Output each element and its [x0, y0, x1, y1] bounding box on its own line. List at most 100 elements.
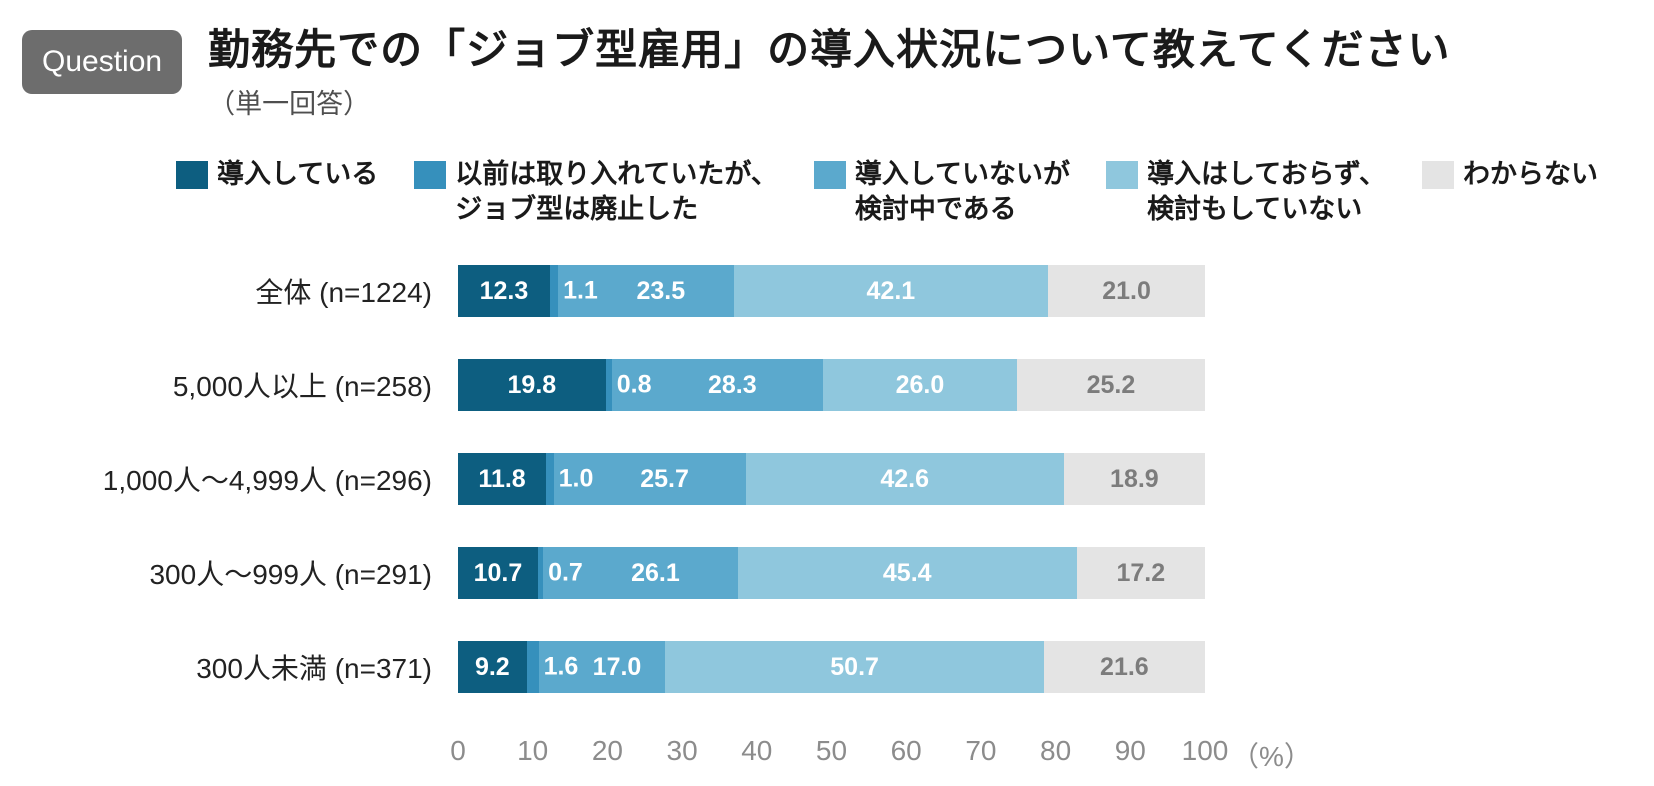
row-label: 1,000人〜4,999人 (n=296)	[102, 465, 432, 497]
x-axis: 0 10 20 30 40 50 60 70 80 90 100 （%）	[450, 735, 1312, 777]
legend-label: 導入はしておらず、 検討もしていない	[1147, 159, 1387, 225]
bar-segment: 23.5	[558, 265, 734, 318]
bar-segment: 26.0	[822, 359, 1017, 412]
stacked-bar: 10.7 0.7 26.1 45.4 17.2	[458, 547, 1205, 600]
bar-segment: 18.9	[1063, 453, 1205, 506]
bar-row: 5,000人以上 (n=258) 19.8 0.8 28.3 26.0 25.2	[0, 359, 1654, 412]
bar-segment: 1.0	[546, 453, 593, 506]
legend-item-4: わからない	[1422, 157, 1598, 192]
x-tick: 60	[890, 735, 922, 767]
bar-segment: 1.1	[549, 265, 598, 318]
segment-value: 10.7	[473, 558, 523, 587]
segment-value: 25.7	[640, 464, 689, 493]
segment-value: 42.6	[880, 464, 930, 493]
segment-value: 11.8	[478, 464, 526, 493]
bar-segment: 17.2	[1076, 547, 1205, 600]
bar-segment: 0.8	[605, 359, 651, 412]
segment-value: 1.1	[563, 276, 598, 305]
legend-label: 導入している	[217, 159, 379, 190]
segment-value: 23.5	[636, 276, 686, 305]
bar-segment: 21.6	[1043, 641, 1205, 694]
segment-value: 9.2	[474, 652, 510, 681]
bar-segment: 0.7	[537, 547, 583, 600]
bar-segment: 10.7	[458, 547, 538, 600]
page-title: 勤務先での「ジョブ型雇用」の導入状況について教えてください	[208, 26, 1451, 73]
title-block: 勤務先での「ジョブ型雇用」の導入状況について教えてください （単一回答）	[208, 26, 1450, 121]
bar-segment: 42.6	[745, 453, 1064, 506]
bar-segment: 26.1	[543, 547, 738, 600]
legend-label: わからない	[1463, 159, 1599, 190]
segment-value: 50.7	[830, 652, 879, 681]
x-tick: 40	[741, 735, 773, 767]
row-label: 5,000人以上 (n=258)	[172, 371, 432, 403]
bar-row: 全体 (n=1224) 12.3 1.1 23.5 42.1 21.0	[0, 265, 1654, 318]
x-tick: 0	[450, 735, 466, 767]
bar-segment: 1.6	[526, 641, 578, 694]
bar-segment: 25.7	[553, 453, 746, 506]
bar-segment: 12.3	[458, 265, 550, 318]
stacked-bar: 11.8 1.0 25.7 42.6 18.9	[458, 453, 1205, 506]
legend-swatch-icon	[1106, 161, 1139, 190]
segment-value: 1.6	[543, 652, 579, 681]
row-label: 全体 (n=1224)	[255, 277, 432, 309]
bar-row: 300人未満 (n=371) 9.2 1.6 17.0 50.7 21.6	[0, 641, 1654, 694]
page-subtitle: （単一回答）	[208, 89, 371, 120]
bar-row: 300人〜999人 (n=291) 10.7 0.7 26.1 45.4 17.2	[0, 547, 1654, 600]
segment-value: 26.1	[631, 558, 680, 587]
legend-swatch-icon	[813, 161, 846, 190]
bar-segment: 50.7	[665, 641, 1044, 694]
x-tick: 50	[815, 735, 848, 767]
segment-value: 0.8	[616, 370, 652, 399]
segment-value: 19.8	[507, 370, 557, 399]
x-tick: 30	[666, 735, 698, 767]
legend-swatch-icon	[414, 161, 447, 190]
row-label: 300人〜999人 (n=291)	[149, 559, 432, 591]
bar-segment: 21.0	[1048, 265, 1205, 318]
segment-value: 25.2	[1086, 370, 1136, 399]
legend-item-0: 導入している	[176, 157, 378, 192]
row-label: 300人未満 (n=371)	[196, 653, 432, 685]
segment-value: 28.3	[707, 370, 757, 399]
x-axis-unit: （%）	[1231, 741, 1312, 773]
bar-segment: 17.0	[538, 641, 666, 694]
stacked-bar-chart: 全体 (n=1224) 12.3 1.1 23.5 42.1 21.0 5,000人以上 (…	[0, 265, 1654, 694]
legend-swatch-icon	[1422, 161, 1455, 190]
legend-swatch-icon	[176, 161, 208, 190]
x-tick: 90	[1114, 735, 1146, 767]
legend-label: 以前は取り入れていたが、 ジョブ型は廃止した	[455, 159, 778, 225]
legend: 導入している 以前は取り入れていたが、 ジョブ型は廃止した 導入していないが 検討中…	[176, 157, 1654, 227]
segment-value: 18.9	[1110, 464, 1159, 493]
legend-item-2: 導入していないが 検討中である	[813, 157, 1071, 227]
x-tick: 20	[591, 735, 623, 767]
segment-value: 21.0	[1102, 276, 1151, 305]
x-tick: 70	[965, 735, 997, 767]
segment-value: 21.6	[1100, 652, 1149, 681]
legend-item-3: 導入はしておらず、 検討もしていない	[1106, 157, 1386, 227]
segment-value: 26.0	[895, 370, 945, 399]
legend-label: 導入していないが 検討中である	[854, 159, 1071, 225]
segment-value: 17.0	[592, 652, 642, 681]
stacked-bar: 12.3 1.1 23.5 42.1 21.0	[458, 265, 1205, 318]
bar-segment: 42.1	[733, 265, 1049, 318]
stacked-bar: 19.8 0.8 28.3 26.0 25.2	[458, 359, 1205, 412]
bar-segment: 19.8	[458, 359, 606, 412]
bar-segment: 9.2	[458, 641, 527, 694]
x-tick: 10	[517, 735, 549, 767]
bar-row: 1,000人〜4,999人 (n=296) 11.8 1.0 25.7 42.6 18.9	[0, 453, 1654, 506]
segment-value: 17.2	[1116, 558, 1166, 587]
segment-value: 0.7	[548, 558, 583, 587]
segment-value: 42.1	[866, 276, 916, 305]
bar-segment: 25.2	[1016, 359, 1205, 412]
segment-value: 12.3	[479, 276, 529, 305]
x-tick: 100	[1181, 735, 1229, 767]
bar-segment: 28.3	[611, 359, 823, 412]
stacked-bar: 9.2 1.6 17.0 50.7 21.6	[458, 641, 1205, 694]
x-tick: 80	[1040, 735, 1072, 767]
bar-segment: 45.4	[737, 547, 1077, 600]
header: Question 勤務先での「ジョブ型雇用」の導入状況について教えてください （…	[0, 0, 1654, 121]
question-badge: Question	[22, 30, 183, 94]
bar-segment: 11.8	[458, 453, 547, 506]
segment-value: 1.0	[558, 464, 594, 493]
legend-item-1: 以前は取り入れていたが、 ジョブ型は廃止した	[414, 157, 778, 227]
